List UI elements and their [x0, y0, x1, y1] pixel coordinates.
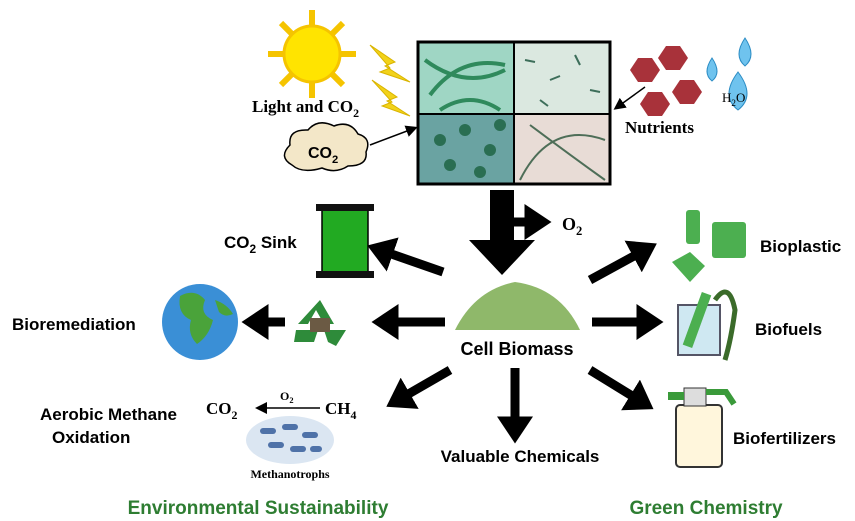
text-part: O — [736, 90, 745, 105]
text-part: 4 — [351, 408, 357, 422]
biofuels-label: Biofuels — [755, 320, 822, 339]
biofertilizers-label: Biofertilizers — [733, 429, 836, 448]
oxygen-label: O2 — [562, 214, 582, 238]
globe-icon — [162, 284, 238, 360]
nutrient-icons — [630, 46, 702, 116]
text-part: 2 — [353, 106, 359, 120]
text-part: CH — [325, 399, 351, 418]
sink-label: CO2 Sink — [224, 233, 297, 256]
light-label: Light and CO2 — [252, 97, 359, 120]
reactant-label: CH4 — [325, 399, 357, 422]
text-part: 2 — [289, 396, 293, 405]
nutrients-label: Nutrients — [625, 118, 694, 137]
biofuel-icon — [678, 292, 735, 360]
chemicals-label: Valuable Chemicals — [441, 447, 600, 466]
arrow — [370, 128, 415, 145]
recycle-icon — [294, 300, 346, 346]
biofertilizer-icon — [668, 388, 734, 467]
lightning-icon — [370, 45, 410, 116]
center-label: Cell Biomass — [460, 339, 573, 359]
organism-label: Methanotrophs — [250, 467, 329, 481]
text-part: CO — [206, 399, 232, 418]
text-part: O — [280, 389, 289, 403]
methane-label: Oxidation — [52, 428, 130, 447]
microalgae-panel — [418, 42, 610, 184]
cloud-icon: CO2 — [284, 123, 367, 171]
oxidant-label: O2 — [280, 389, 294, 405]
footer-label: Environmental Sustainability — [128, 498, 389, 519]
diagram: Light and CO2 CO2 H2O Nutrients O2 Cell … — [0, 0, 855, 521]
text-part: 2 — [576, 224, 582, 238]
text-part: 2 — [332, 154, 338, 166]
text-part: 2 — [232, 408, 238, 422]
product-label: CO2 — [206, 399, 238, 422]
text-part: O — [562, 214, 576, 234]
main-arrow — [469, 190, 535, 275]
biomass-pile — [455, 282, 580, 330]
bioplastic-label: Bioplastic — [760, 237, 841, 256]
text-part: CO — [224, 233, 250, 252]
text-part: Sink — [256, 233, 297, 252]
methane-label: Aerobic Methane — [40, 405, 177, 424]
text-part: CO — [308, 145, 332, 162]
photobioreactor-icon — [316, 204, 374, 278]
methanotroph-icon — [246, 416, 334, 464]
bioremediation-label: Bioremediation — [12, 315, 136, 334]
text-part: Light and CO — [252, 97, 353, 116]
sun-icon — [268, 10, 356, 98]
bioplastic-icon — [672, 210, 746, 282]
text-part: H — [722, 90, 731, 105]
footer-label: Green Chemistry — [629, 498, 783, 519]
